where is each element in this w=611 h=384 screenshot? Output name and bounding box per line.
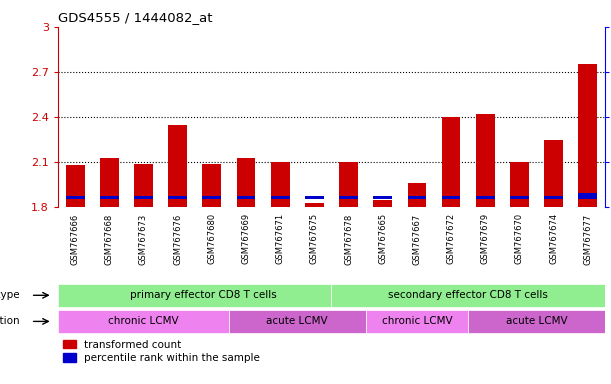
Bar	[544, 196, 563, 199]
Bar	[168, 125, 187, 207]
Text: GSM767669: GSM767669	[241, 214, 251, 265]
Text: GSM767676: GSM767676	[173, 214, 182, 265]
Bar	[408, 196, 426, 199]
Legend: transformed count, percentile rank within the sample: transformed count, percentile rank withi…	[64, 340, 260, 363]
Bar	[510, 196, 529, 199]
Text: chronic LCMV: chronic LCMV	[108, 316, 179, 326]
Bar	[100, 196, 119, 199]
Text: GSM767666: GSM767666	[71, 214, 79, 265]
Bar	[365, 310, 468, 333]
Text: GSM767673: GSM767673	[139, 214, 148, 265]
Text: infection: infection	[0, 316, 20, 326]
Bar	[442, 196, 461, 199]
Bar	[58, 310, 229, 333]
Bar	[271, 196, 290, 199]
Text: acute LCMV: acute LCMV	[266, 316, 328, 326]
Bar	[339, 162, 358, 207]
Bar	[332, 283, 605, 307]
Bar	[58, 283, 332, 307]
Text: GSM767674: GSM767674	[549, 214, 558, 265]
Bar	[476, 114, 495, 207]
Text: GSM767679: GSM767679	[481, 214, 490, 265]
Bar	[339, 196, 358, 199]
Bar	[271, 162, 290, 207]
Text: GSM767665: GSM767665	[378, 214, 387, 265]
Bar	[373, 200, 392, 207]
Bar	[476, 196, 495, 199]
Text: GSM767675: GSM767675	[310, 214, 319, 265]
Text: primary effector CD8 T cells: primary effector CD8 T cells	[130, 290, 277, 300]
Bar	[229, 310, 365, 333]
Bar	[579, 65, 597, 207]
Bar	[236, 158, 255, 207]
Bar	[236, 196, 255, 199]
Bar	[468, 310, 605, 333]
Text: GDS4555 / 1444082_at: GDS4555 / 1444082_at	[58, 11, 213, 24]
Text: GSM767672: GSM767672	[447, 214, 456, 265]
Bar	[168, 196, 187, 199]
Bar	[202, 196, 221, 199]
Text: GSM767670: GSM767670	[515, 214, 524, 265]
Text: acute LCMV: acute LCMV	[506, 316, 568, 326]
Text: GSM767671: GSM767671	[276, 214, 285, 265]
Bar	[305, 196, 324, 199]
Text: GSM767668: GSM767668	[105, 214, 114, 265]
Bar	[408, 183, 426, 207]
Bar	[66, 196, 84, 199]
Bar	[134, 164, 153, 207]
Text: cell type: cell type	[0, 290, 20, 300]
Text: GSM767680: GSM767680	[207, 214, 216, 265]
Text: GSM767667: GSM767667	[412, 214, 422, 265]
Bar	[373, 196, 392, 199]
Text: chronic LCMV: chronic LCMV	[382, 316, 452, 326]
Bar	[510, 162, 529, 207]
Bar	[442, 117, 461, 207]
Bar	[202, 164, 221, 207]
Text: secondary effector CD8 T cells: secondary effector CD8 T cells	[388, 290, 548, 300]
Bar	[134, 196, 153, 199]
Bar	[66, 165, 84, 207]
Bar	[544, 140, 563, 207]
Text: GSM767677: GSM767677	[584, 214, 592, 265]
Bar	[579, 193, 597, 199]
Text: GSM767678: GSM767678	[344, 214, 353, 265]
Bar	[100, 158, 119, 207]
Bar	[305, 203, 324, 207]
